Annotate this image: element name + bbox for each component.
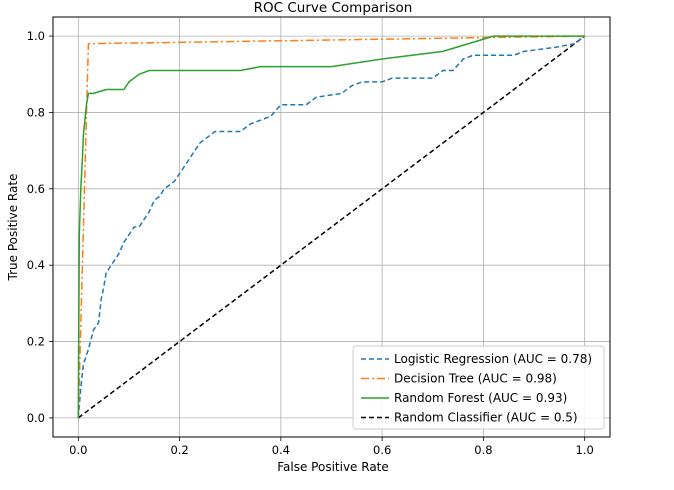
legend-label-2: Random Forest (AUC = 0.93): [394, 391, 567, 405]
legend: Logistic Regression (AUC = 0.78) Decision…: [352, 345, 605, 430]
y-tick-label: 0.6: [27, 182, 45, 196]
legend-label-1: Decision Tree (AUC = 0.98): [394, 372, 557, 386]
plot-area-frame: [52, 16, 611, 438]
x-axis-label: False Positive Rate: [277, 460, 389, 474]
axis-ticks: 0.0 0.2 0.4 0.6 0.8 1.0 0.0 0.2 0.4 0.6 0.8 1.0: [27, 29, 594, 457]
y-tick-label: 0.2: [27, 335, 45, 349]
x-tick-label: 0.8: [474, 443, 492, 457]
y-tick-label: 1.0: [27, 29, 45, 43]
x-tick-label: 0.2: [170, 443, 188, 457]
series-line-3: [77, 35, 586, 419]
legend-label-3: Random Classifier (AUC = 0.5): [394, 411, 578, 425]
legend-box: [352, 345, 605, 430]
series-line-2: [77, 35, 585, 418]
grid: [53, 17, 610, 437]
legend-label-0: Logistic Regression (AUC = 0.78): [394, 352, 592, 366]
series-layer: [77, 35, 586, 419]
x-tick-label: 1.0: [576, 443, 594, 457]
series-line-1: [77, 35, 585, 418]
y-axis-label: True Positive Rate: [6, 174, 20, 282]
y-tick-label: 0.0: [27, 411, 45, 425]
x-tick-label: 0.4: [272, 443, 290, 457]
y-tick-label: 0.4: [27, 258, 45, 272]
y-tick-label: 0.8: [27, 105, 45, 119]
chart-title: ROC Curve Comparison: [254, 0, 413, 16]
x-tick-label: 0.6: [373, 443, 391, 457]
x-tick-label: 0.0: [69, 443, 87, 457]
